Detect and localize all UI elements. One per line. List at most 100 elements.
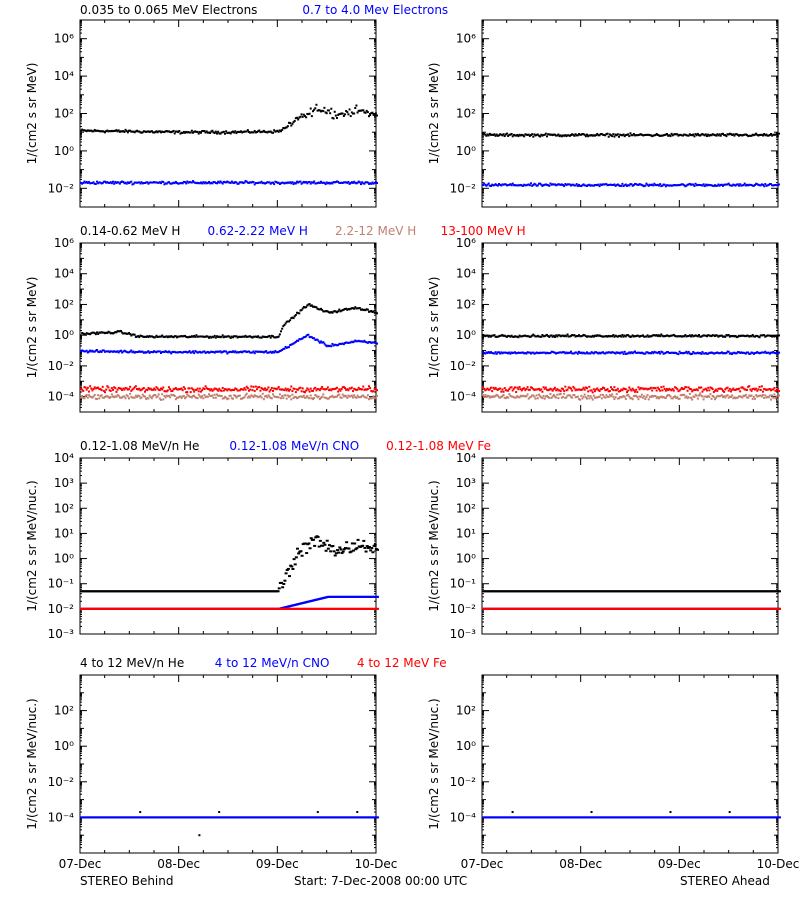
- data-point: [163, 183, 166, 186]
- data-point: [142, 351, 145, 354]
- data-point: [594, 351, 596, 354]
- data-point: [301, 181, 304, 184]
- data-point: [98, 130, 101, 133]
- data-point: [485, 184, 488, 187]
- data-point: [172, 181, 175, 184]
- data-point: [307, 303, 310, 306]
- data-point: [628, 386, 631, 389]
- data-point: [344, 394, 346, 397]
- data-point: [369, 341, 372, 344]
- data-point: [254, 335, 257, 338]
- data-point: [743, 388, 746, 391]
- data-point: [266, 181, 269, 184]
- data-point: [153, 131, 156, 134]
- data-point: [278, 129, 281, 132]
- data-point: [589, 389, 592, 392]
- data-point: [586, 335, 588, 338]
- data-point: [610, 386, 612, 389]
- data-point: [486, 352, 489, 355]
- data-point: [772, 396, 775, 399]
- data-point: [778, 394, 780, 397]
- data-point: [540, 335, 543, 338]
- series-0: [80, 535, 379, 593]
- data-point: [358, 181, 361, 184]
- data-point: [631, 352, 634, 355]
- data-point: [543, 335, 546, 338]
- data-point: [106, 129, 109, 132]
- data-point: [642, 352, 644, 355]
- data-point: [110, 387, 113, 390]
- data-point: [512, 133, 515, 136]
- data-point: [499, 334, 502, 337]
- data-point: [360, 308, 362, 311]
- data-point: [373, 543, 377, 546]
- data-point: [653, 334, 656, 337]
- data-point: [229, 350, 232, 353]
- data-point: [698, 183, 700, 186]
- data-point: [137, 350, 140, 353]
- data-point: [606, 335, 609, 338]
- data-point: [366, 341, 369, 344]
- data-point: [350, 307, 353, 310]
- data-point: [675, 184, 678, 187]
- data-point: [309, 537, 313, 540]
- data-point: [245, 351, 248, 354]
- data-point: [725, 135, 728, 138]
- data-point: [275, 388, 278, 391]
- data-point: [204, 385, 207, 388]
- data-point: [694, 133, 697, 136]
- data-point: [626, 334, 628, 337]
- data-point: [294, 391, 297, 394]
- data-point: [306, 334, 309, 337]
- data-point: [320, 110, 322, 113]
- data-point: [760, 351, 763, 354]
- data-point: [308, 180, 311, 183]
- data-point: [634, 390, 636, 393]
- data-point: [102, 130, 105, 133]
- data-point: [161, 180, 164, 183]
- data-point: [297, 312, 300, 315]
- data-point: [549, 334, 552, 337]
- data-point: [118, 330, 121, 333]
- data-point: [248, 389, 250, 392]
- data-point: [360, 388, 362, 391]
- data-point: [202, 335, 205, 338]
- data-point: [101, 130, 104, 133]
- data-point: [588, 183, 591, 186]
- data-point: [677, 184, 680, 187]
- data-point: [99, 331, 102, 334]
- data-point: [190, 351, 193, 354]
- data-point: [256, 182, 258, 185]
- data-point: [102, 180, 105, 183]
- y-tick-label: 10⁶: [54, 236, 74, 250]
- data-point: [118, 350, 121, 353]
- data-point: [610, 351, 612, 354]
- data-point: [221, 350, 224, 353]
- data-point: [643, 388, 646, 391]
- data-point: [776, 352, 779, 355]
- data-point: [548, 335, 551, 338]
- data-point: [202, 181, 205, 184]
- data-point: [660, 134, 663, 137]
- data-point: [347, 394, 350, 397]
- data-point: [165, 390, 168, 393]
- data-point: [285, 126, 288, 129]
- data-point: [607, 351, 610, 354]
- data-point: [205, 335, 208, 338]
- data-point: [519, 394, 522, 397]
- data-point: [177, 388, 180, 391]
- data-point: [495, 352, 498, 355]
- data-point: [483, 182, 486, 185]
- data-point: [691, 390, 694, 393]
- data-point: [754, 183, 756, 186]
- data-point: [765, 335, 768, 338]
- data-point: [719, 394, 722, 397]
- data-point: [507, 396, 510, 399]
- data-point: [216, 335, 218, 338]
- data-point: [752, 395, 755, 398]
- data-point: [743, 352, 746, 355]
- data-point: [235, 181, 238, 184]
- data-point: [372, 544, 376, 547]
- data-point: [666, 388, 668, 391]
- data-point: [333, 554, 337, 557]
